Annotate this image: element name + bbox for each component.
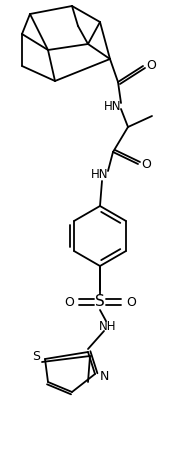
Text: HN: HN [91, 167, 109, 181]
Text: O: O [146, 58, 156, 72]
Text: O: O [141, 157, 151, 171]
Text: NH: NH [99, 319, 117, 332]
Text: HN: HN [104, 100, 122, 112]
Text: O: O [64, 295, 74, 309]
Text: O: O [126, 295, 136, 309]
Text: S: S [32, 349, 40, 363]
Text: S: S [95, 294, 105, 310]
Text: N: N [99, 370, 109, 383]
